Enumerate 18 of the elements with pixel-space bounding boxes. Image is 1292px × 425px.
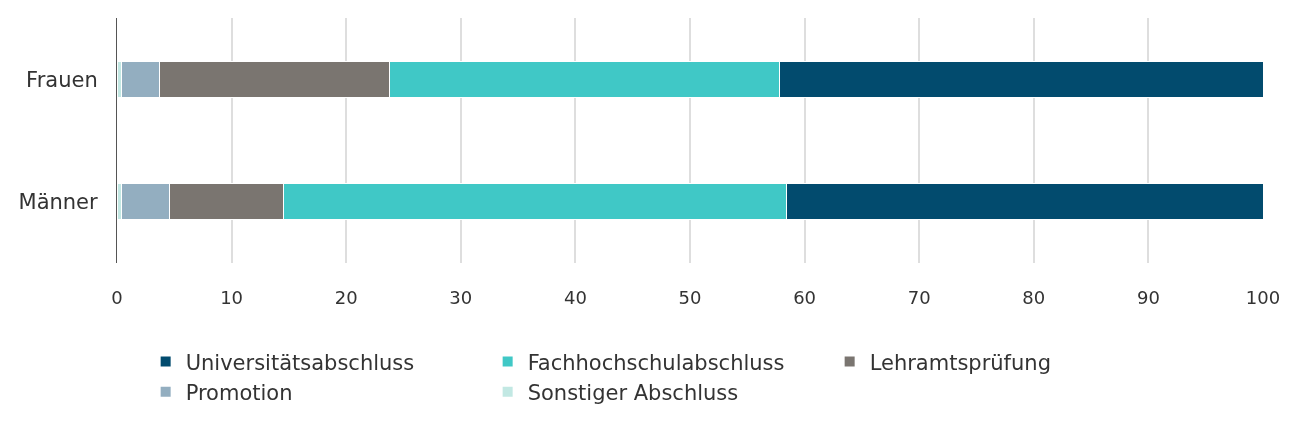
legend-label: Sonstiger Abschluss — [527, 381, 739, 406]
legend-label: Universitätsabschluss — [185, 350, 415, 375]
x-tick-label: 10 — [220, 287, 244, 308]
x-tick-label: 30 — [449, 287, 473, 308]
y-tick-label: Männer — [18, 190, 99, 215]
x-tick-label: 20 — [334, 287, 358, 308]
x-tick-label: 60 — [793, 287, 817, 308]
x-tick-label: 40 — [563, 287, 587, 308]
x-tick-label: 80 — [1022, 287, 1046, 308]
legend-label: Promotion — [185, 381, 293, 406]
x-tick-label: 0 — [111, 287, 123, 308]
x-tick-label: 70 — [907, 287, 931, 308]
legend-label: Fachhochschulabschluss — [527, 350, 785, 375]
x-tick-label: 90 — [1136, 287, 1160, 308]
y-tick-label: Frauen — [26, 67, 98, 92]
legend-label: Lehramtsprüfung — [869, 350, 1051, 375]
x-tick-label: 50 — [678, 287, 702, 308]
x-tick-label: 100 — [1245, 287, 1281, 308]
